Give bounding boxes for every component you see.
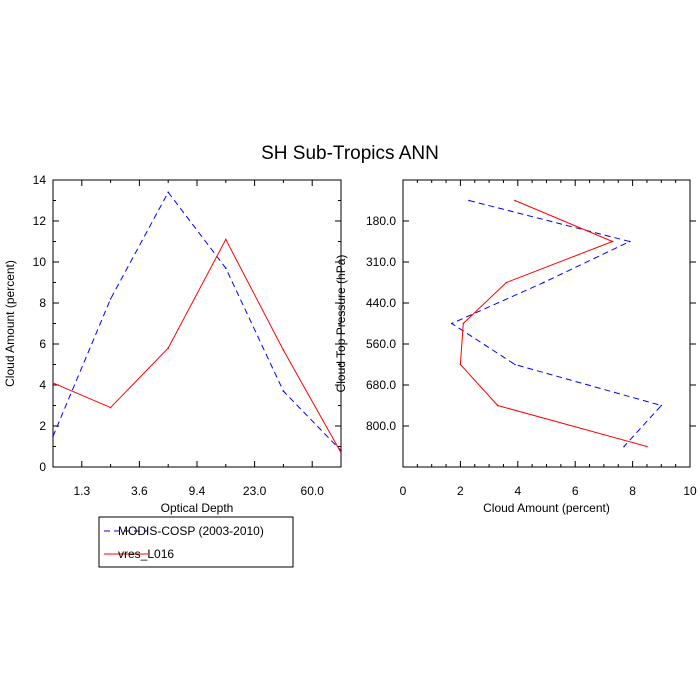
optical-depth-plot: 0 2 4 6 8 10 12 14 1.3 3.6 9.4 23.0 60.0 Optical Dept… xyxy=(3,173,342,515)
series-line-modis xyxy=(450,200,663,447)
page-title: SH Sub-Tropics ANN xyxy=(261,143,439,164)
y-tick-label: 2 xyxy=(39,419,46,433)
x-axis-title: Cloud Amount (percent) xyxy=(483,501,610,515)
plot-frame xyxy=(402,179,691,468)
x-axis-title: Optical Depth xyxy=(161,501,234,515)
data-point-modis xyxy=(225,267,227,269)
x-tick-label: 60.0 xyxy=(301,484,325,498)
data-point-model xyxy=(225,238,227,241)
y-tick-label: 800.0 xyxy=(366,419,396,433)
data-point-model xyxy=(462,322,465,325)
pressure-profile-plot: 0 2 4 6 8 10 180.0 310.0 440.0 560.0 680.0 800.0 Clo… xyxy=(334,179,697,515)
data-point-model xyxy=(514,199,516,202)
x-tick-label: 23.0 xyxy=(243,484,267,498)
y-tick-label: 4 xyxy=(39,378,46,392)
data-point-model xyxy=(459,363,462,366)
data-point-modis xyxy=(167,191,169,194)
y-axis-title: Cloud Top Pressure (hPa) xyxy=(334,255,348,393)
y-tick-label: 0 xyxy=(39,460,46,474)
y-tick-label: 560.0 xyxy=(366,337,396,351)
data-point-modis xyxy=(542,281,545,284)
data-point-modis xyxy=(109,298,112,300)
y-tick-label: 14 xyxy=(33,173,47,187)
legend: MODIS-COSP (2003-2010) vres_L016 xyxy=(98,516,294,568)
legend-label-model: vres_L016 xyxy=(118,547,174,561)
data-point-model xyxy=(109,406,112,409)
y-axis-title: Cloud Amount (percent) xyxy=(3,260,17,387)
y-tick-label: 440.0 xyxy=(366,296,396,310)
data-point-modis xyxy=(623,445,625,448)
data-point-model xyxy=(167,347,169,349)
legend-box xyxy=(98,516,294,568)
data-point-model xyxy=(340,451,342,454)
data-point-model xyxy=(496,404,499,407)
y-tick-label: 180.0 xyxy=(366,214,396,228)
series-line-modis xyxy=(52,191,342,451)
y-tick-label: 6 xyxy=(39,337,46,351)
data-point-model xyxy=(646,445,648,448)
data-point-modis xyxy=(450,322,453,325)
data-point-modis xyxy=(628,240,631,243)
y-tick-label: 12 xyxy=(33,214,47,228)
x-tick-label: 4 xyxy=(514,484,521,498)
data-point-modis xyxy=(282,390,285,392)
x-tick-label: 6 xyxy=(572,484,579,498)
data-point-modis xyxy=(514,363,516,366)
series-line-model xyxy=(52,238,342,453)
data-point-model xyxy=(282,349,285,351)
y-tick-label: 680.0 xyxy=(366,378,396,392)
data-point-model xyxy=(611,240,614,243)
x-tick-label: 9.4 xyxy=(189,484,206,498)
plot-frame xyxy=(52,179,342,468)
x-tick-label: 1.3 xyxy=(73,484,90,498)
series-line-model xyxy=(459,200,648,447)
x-tick-label: 3.6 xyxy=(131,484,148,498)
y-tick-label: 10 xyxy=(33,255,47,269)
data-point-modis xyxy=(660,404,663,407)
x-tick-label: 2 xyxy=(457,484,464,498)
y-tick-label: 8 xyxy=(39,296,46,310)
x-tick-label: 8 xyxy=(629,484,636,498)
data-point-model xyxy=(52,382,54,384)
data-point-modis xyxy=(52,435,54,438)
data-point-modis xyxy=(468,199,470,202)
legend-label-modis: MODIS-COSP (2003-2010) xyxy=(118,524,264,538)
x-tick-label: 0 xyxy=(400,484,407,498)
data-point-model xyxy=(505,281,508,284)
x-tick-label: 10 xyxy=(683,484,697,498)
y-tick-label: 310.0 xyxy=(366,255,396,269)
